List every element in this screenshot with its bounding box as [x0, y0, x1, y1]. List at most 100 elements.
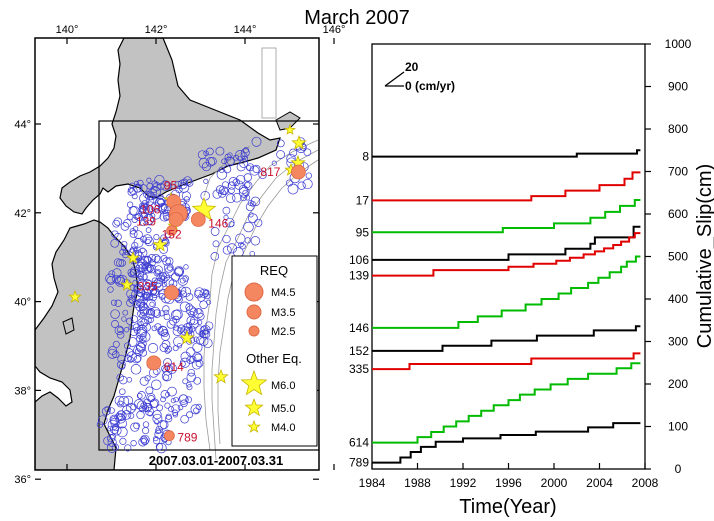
legend-req-label: M3.5: [271, 307, 295, 319]
background-quake-marker: [258, 170, 267, 180]
land-sado: [62, 317, 75, 335]
background-quake-marker: [222, 245, 232, 255]
background-quake-marker: [183, 264, 189, 270]
background-quake-marker: [129, 230, 138, 239]
background-quake-marker: [299, 143, 307, 151]
background-quake-marker: [237, 155, 243, 162]
background-quake-marker: [147, 285, 158, 296]
background-quake-marker: [152, 182, 162, 192]
background-quake-marker: [114, 395, 125, 406]
background-quake-marker: [142, 427, 150, 435]
slip-series-line: [372, 199, 641, 234]
repeater-marker: [164, 285, 180, 301]
background-quake-marker: [110, 433, 116, 440]
legend-other-label: M5.0: [271, 403, 295, 415]
background-quake-marker: [151, 325, 158, 332]
background-quake-marker: [116, 426, 128, 438]
background-quake-marker: [223, 165, 232, 174]
background-quake-marker: [285, 179, 294, 187]
background-quake-marker: [185, 305, 196, 316]
background-quake-marker: [147, 411, 153, 417]
background-quake-marker: [172, 345, 179, 352]
other-quake-star: [284, 123, 296, 135]
background-quake-marker: [164, 415, 173, 423]
background-quake-marker: [249, 200, 256, 207]
series-label: 335: [349, 362, 369, 376]
background-quake-marker: [195, 308, 202, 315]
background-quake-marker: [177, 179, 188, 190]
background-quake-marker: [203, 292, 211, 300]
repeater-label: 152: [162, 228, 182, 242]
background-quake-marker: [131, 216, 138, 223]
background-quake-marker: [163, 309, 169, 316]
background-quake-marker: [158, 275, 165, 282]
y-tick-label: 900: [668, 80, 688, 94]
background-quake-marker: [226, 157, 235, 166]
y-tick-label: 500: [668, 250, 688, 264]
background-quake-marker: [124, 444, 132, 452]
background-quake-marker: [195, 336, 205, 345]
background-quake-marker: [186, 384, 193, 391]
background-quake-marker: [139, 247, 146, 254]
background-quake-marker: [150, 398, 160, 408]
background-quake-marker: [141, 322, 151, 332]
background-quake-marker: [116, 373, 124, 382]
background-quake-marker: [135, 301, 146, 312]
background-quake-marker: [136, 328, 147, 340]
background-quake-marker: [160, 329, 169, 338]
background-quake-marker: [126, 377, 133, 383]
background-quake-marker: [106, 442, 118, 453]
background-quake-marker: [159, 272, 167, 280]
background-quake-marker: [145, 280, 152, 287]
x-tick-label: 2000: [541, 476, 568, 490]
background-quake-marker: [276, 150, 285, 159]
background-quake-marker: [204, 321, 214, 331]
background-quake-marker: [132, 323, 141, 332]
background-quake-marker: [235, 233, 246, 244]
background-quake-marker: [191, 359, 202, 370]
background-quake-marker: [243, 181, 253, 190]
background-quake-marker: [180, 351, 191, 362]
background-quake-marker: [151, 288, 159, 297]
land-hokkaido: [59, 38, 281, 215]
background-quake-marker: [176, 342, 183, 349]
background-quake-marker: [139, 202, 145, 209]
legend-req-title: REQ: [260, 263, 288, 278]
lat-tick-label: 40°: [14, 297, 31, 309]
background-quake-marker: [164, 402, 171, 409]
trench-contour: [203, 145, 251, 197]
background-quake-marker: [112, 340, 120, 348]
background-quake-marker: [179, 301, 191, 313]
background-quake-marker: [218, 185, 228, 195]
background-quake-marker: [145, 197, 155, 206]
background-quake-marker: [172, 315, 180, 324]
background-quake-marker: [226, 243, 238, 254]
legend-star-large: [240, 369, 268, 396]
repeater-label: 817: [260, 165, 280, 179]
x-tick-label: 1984: [359, 476, 386, 490]
lon-tick-label: 144°: [234, 24, 257, 36]
background-quake-marker: [149, 293, 158, 302]
background-quake-marker: [199, 331, 205, 337]
background-quake-marker: [121, 240, 128, 248]
background-quake-marker: [119, 388, 126, 395]
background-quake-marker: [174, 180, 183, 189]
background-quake-marker: [146, 219, 153, 226]
background-quake-marker: [153, 282, 164, 293]
background-quake-marker: [173, 324, 180, 331]
background-quake-marker: [246, 163, 255, 172]
background-quake-marker: [149, 301, 155, 307]
background-quake-marker: [108, 270, 116, 278]
repeater-marker: [190, 212, 206, 227]
background-quake-marker: [140, 434, 150, 445]
background-quake-marker: [303, 148, 312, 157]
background-quake-marker: [113, 217, 122, 226]
background-quake-marker: [142, 288, 152, 299]
study-region-box: [98, 120, 319, 451]
background-quake-marker: [157, 325, 168, 337]
background-quake-marker: [172, 412, 179, 418]
background-quake-marker: [182, 275, 189, 282]
background-quake-marker: [134, 270, 142, 278]
background-quake-marker: [155, 443, 164, 451]
background-quake-marker: [143, 214, 155, 225]
